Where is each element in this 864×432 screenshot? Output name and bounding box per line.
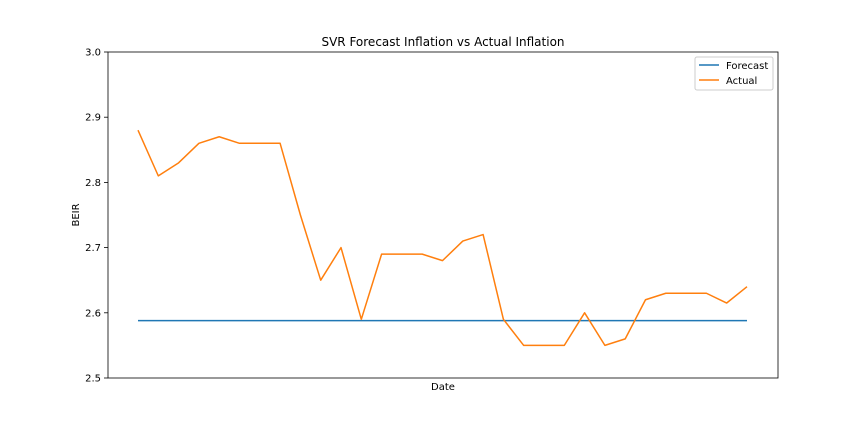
y-axis-ticks: 2.5 2.6 2.7 2.8 2.9 3.0 [85, 48, 108, 385]
y-tick-label: 2.5 [85, 374, 101, 385]
y-axis-label: BEIR [71, 203, 82, 226]
y-tick-label: 2.7 [85, 243, 101, 254]
plot-frame [107, 51, 779, 379]
legend-label-forecast: Forecast [726, 61, 768, 72]
legend: Forecast Actual [694, 56, 774, 91]
y-tick-label: 2.8 [85, 178, 101, 189]
chart-title: SVR Forecast Inflation vs Actual Inflati… [321, 35, 564, 49]
series-line-actual [137, 129, 748, 347]
y-tick-label: 2.9 [85, 113, 101, 124]
legend-label-actual: Actual [726, 76, 757, 87]
y-tick-label: 3.0 [85, 48, 101, 59]
x-axis-label: Date [431, 382, 455, 393]
y-tick-label: 2.6 [85, 308, 101, 319]
series-layer [137, 129, 748, 347]
